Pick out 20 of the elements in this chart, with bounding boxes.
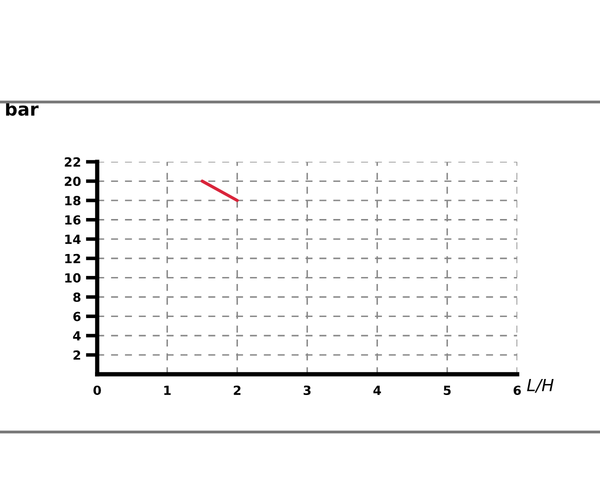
x-tick-label: 1 [164, 386, 171, 395]
x-tick-label: 2 [234, 386, 240, 395]
x-tick-label: 0 [93, 386, 101, 396]
y-tick-label: 4 [73, 331, 81, 340]
y-tick-label: 10 [65, 273, 81, 283]
x-tick-label: 3 [304, 386, 311, 396]
y-tick-label: 14 [65, 234, 81, 244]
x-tick-label: 4 [373, 386, 381, 395]
y-tick-label: 6 [73, 312, 81, 322]
y-tick-label: 8 [73, 292, 80, 302]
y-tick-label: 16 [65, 215, 81, 225]
y-tick-label: 22 [64, 157, 80, 167]
y-tick-label: 2 [74, 350, 80, 360]
x-tick-label: 5 [444, 386, 451, 396]
x-tick-label: 6 [514, 386, 521, 396]
y-axis-title: bar [6, 102, 39, 116]
y-tick-label: 20 [64, 176, 81, 186]
y-tick-label: 18 [65, 196, 80, 206]
x-axis-title: L/H [527, 379, 554, 393]
y-tick-label: 12 [65, 254, 80, 264]
